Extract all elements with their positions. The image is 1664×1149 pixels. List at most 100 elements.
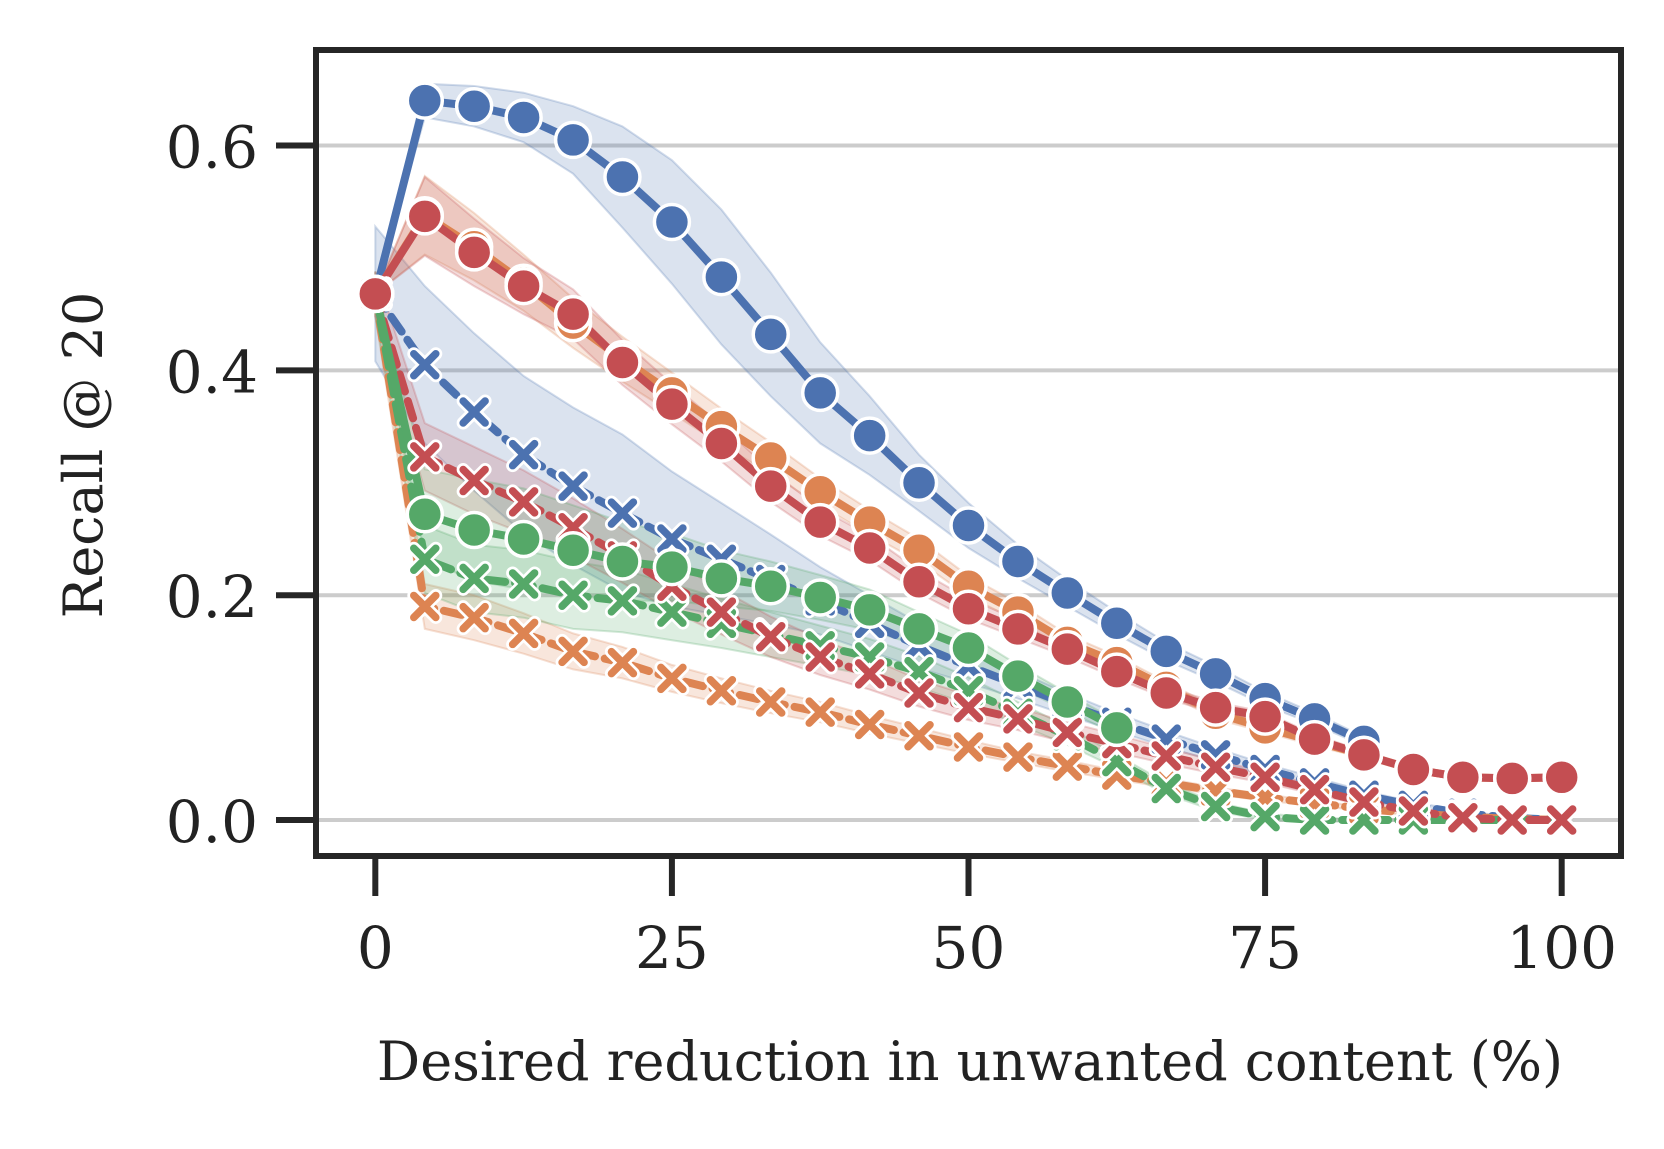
marker-red-o-3	[504, 266, 543, 306]
marker-blue-x-4	[555, 468, 591, 504]
marker-red-o-20	[1344, 735, 1384, 775]
marker-green-x-18	[1247, 799, 1283, 835]
marker-blue-o-8	[751, 315, 790, 354]
marker-red-o-10	[850, 528, 889, 568]
marker-green-x-19	[1297, 802, 1333, 838]
marker-red-o-13	[998, 609, 1038, 649]
marker-blue-x-5	[604, 495, 640, 531]
marker-green-x-4	[555, 577, 591, 613]
marker-red-o-19	[1295, 719, 1334, 759]
marker-blue-o-12	[949, 506, 988, 545]
marker-orange-x-8	[753, 684, 789, 720]
marker-blue-x-6	[654, 521, 690, 557]
marker-green-o-14	[1048, 682, 1087, 722]
marker-red-x-22	[1445, 800, 1481, 836]
marker-orange-x-4	[555, 633, 591, 669]
marker-red-o-12	[949, 589, 988, 628]
x-tick-label-3: 75	[1228, 914, 1302, 982]
marker-green-o-11	[899, 609, 939, 649]
marker-green-o-8	[751, 566, 790, 606]
marker-red-x-13	[1000, 701, 1036, 737]
marker-green-x-1	[407, 541, 443, 577]
marker-red-o-24	[1542, 758, 1581, 797]
marker-red-x-12	[951, 690, 986, 726]
marker-green-o-3	[504, 519, 543, 559]
marker-blue-o-15	[1097, 604, 1137, 643]
y-axis-ticks: 0.0 0.2 0.4 0.6	[166, 114, 316, 856]
marker-blue-o-2	[454, 86, 494, 126]
marker-red-x-18	[1247, 759, 1283, 795]
marker-red-x-10	[852, 656, 888, 692]
marker-blue-o-7	[702, 257, 741, 297]
marker-blue-o-17	[1196, 654, 1235, 694]
marker-red-x-1	[407, 439, 443, 475]
marker-blue-o-16	[1147, 632, 1186, 671]
marker-red-x-16	[1148, 738, 1184, 774]
marker-green-o-10	[850, 590, 889, 630]
marker-blue-x-1	[407, 347, 443, 383]
marker-red-o-11	[899, 562, 939, 601]
marker-orange-x-13	[1000, 739, 1036, 775]
marker-red-o-17	[1196, 688, 1235, 727]
marker-red-x-17	[1198, 749, 1234, 785]
y-tick-label-1: 0.2	[166, 563, 258, 631]
x-tick-label-2: 50	[932, 914, 1006, 982]
marker-green-o-2	[454, 510, 494, 550]
marker-blue-o-14	[1048, 573, 1087, 613]
marker-red-x-19	[1297, 772, 1333, 808]
marker-blue-o-4	[553, 120, 593, 160]
marker-blue-o-6	[652, 202, 692, 242]
marker-red-o-2	[454, 233, 494, 272]
marker-red-o-4	[553, 294, 593, 334]
marker-red-x-2	[456, 463, 492, 499]
marker-red-x-14	[1049, 714, 1085, 750]
marker-blue-o-9	[800, 373, 840, 413]
marker-orange-x-7	[703, 673, 739, 709]
marker-green-o-9	[800, 578, 840, 617]
marker-red-o-15	[1097, 652, 1137, 691]
marker-green-x-2	[456, 560, 492, 596]
marker-red-o-21	[1394, 750, 1433, 789]
marker-red-o-6	[652, 384, 692, 424]
marker-orange-x-12	[951, 729, 986, 765]
marker-orange-x-1	[407, 588, 443, 624]
x-tick-label-1: 25	[635, 914, 709, 982]
marker-blue-x-3	[506, 437, 542, 473]
marker-green-o-13	[998, 656, 1038, 696]
x-tick-label-4: 100	[1506, 914, 1617, 982]
marker-orange-x-2	[456, 600, 492, 636]
x-tick-label-0: 0	[357, 914, 394, 982]
marker-red-x-3	[506, 484, 542, 520]
marker-green-o-5	[603, 542, 642, 581]
marker-red-o-0	[356, 274, 395, 314]
marker-blue-o-11	[899, 463, 939, 503]
marker-red-x-9	[802, 639, 838, 675]
marker-orange-x-3	[506, 615, 542, 651]
marker-blue-o-3	[504, 98, 543, 137]
marker-orange-x-10	[852, 706, 888, 742]
y-axis-label: Recall @ 20	[52, 292, 115, 619]
marker-orange-x-6	[654, 660, 690, 696]
marker-red-x-11	[901, 675, 937, 711]
marker-blue-x-2	[456, 394, 492, 430]
marker-green-x-17	[1198, 789, 1234, 825]
marker-blue-o-13	[998, 542, 1038, 581]
line-green-o	[371, 289, 1121, 732]
marker-orange-x-9	[802, 694, 838, 730]
marker-red-o-18	[1245, 697, 1285, 736]
marker-red-o-9	[800, 502, 840, 542]
marker-red-x-23	[1494, 802, 1530, 838]
marker-blue-o-10	[850, 416, 889, 455]
marker-red-x-8	[753, 619, 789, 655]
x-axis-ticks: 0 25 50 75 100	[357, 856, 1617, 982]
marker-blue-o-5	[603, 157, 642, 197]
marker-green-o-12	[949, 628, 988, 668]
marker-red-o-16	[1147, 673, 1186, 713]
marker-green-x-5	[604, 583, 640, 619]
marker-red-o-8	[751, 466, 790, 506]
marker-red-x-20	[1346, 784, 1382, 820]
marker-orange-x-5	[604, 645, 640, 681]
marker-red-x-7	[703, 594, 739, 630]
marker-red-o-22	[1443, 758, 1483, 797]
